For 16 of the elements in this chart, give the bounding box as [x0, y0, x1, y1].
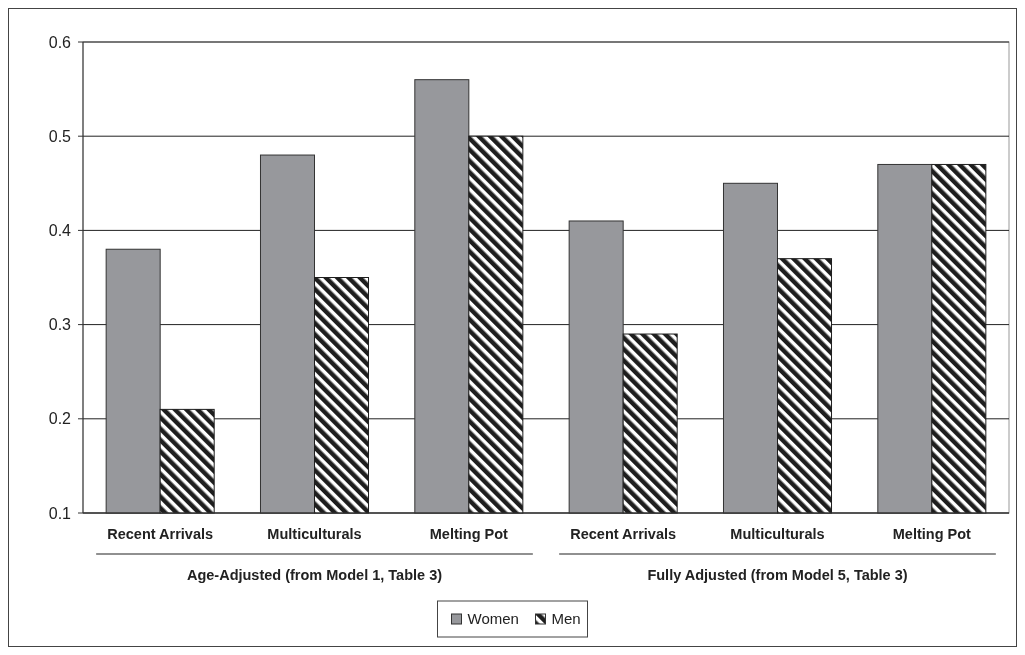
x-tick-label: Melting Pot [892, 526, 972, 542]
x-tick-label: Melting Pot [429, 526, 509, 542]
y-tick-label: 0.5 [48, 127, 72, 145]
y-tick-label: 0.1 [48, 504, 72, 522]
legend-label: Women [467, 610, 519, 628]
x-tick-label: Recent Arrivals [107, 526, 214, 542]
text: Age-Adjusted (from Model 1, Table 3) [186, 567, 443, 583]
y-tick-label: 0.3 [48, 316, 72, 334]
text: Fully Adjusted (from Model 5, Table 3) [647, 567, 908, 583]
x-tick-label: Recent Arrivals [570, 526, 677, 542]
legend-label: Men [551, 610, 581, 628]
x-tick-label: Multiculturals [267, 526, 362, 542]
y-tick-label: 0.6 [48, 33, 72, 51]
x-tick-label: Multiculturals [730, 526, 825, 542]
y-tick-label: 0.4 [48, 222, 72, 239]
y-tick-label: 0.2 [48, 410, 72, 428]
